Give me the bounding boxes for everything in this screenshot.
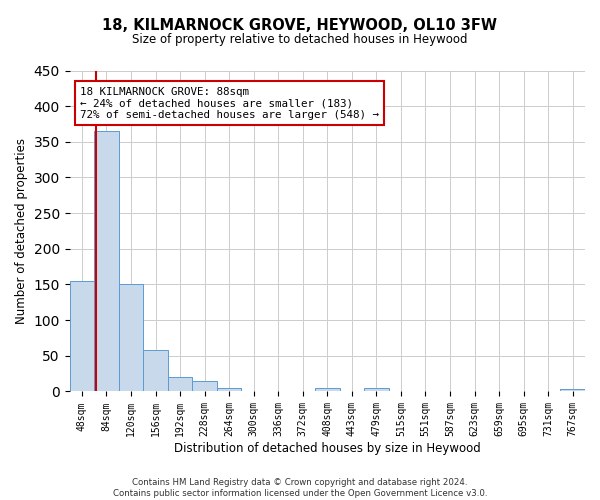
Text: 18 KILMARNOCK GROVE: 88sqm
← 24% of detached houses are smaller (183)
72% of sem: 18 KILMARNOCK GROVE: 88sqm ← 24% of deta… [80,86,379,120]
Text: Size of property relative to detached houses in Heywood: Size of property relative to detached ho… [132,32,468,46]
Bar [315,388,340,392]
Text: Contains HM Land Registry data © Crown copyright and database right 2024.
Contai: Contains HM Land Registry data © Crown c… [113,478,487,498]
Bar [193,381,217,392]
Bar [364,388,389,392]
Bar [217,388,241,392]
X-axis label: Distribution of detached houses by size in Heywood: Distribution of detached houses by size … [174,442,481,455]
Text: 18, KILMARNOCK GROVE, HEYWOOD, OL10 3FW: 18, KILMARNOCK GROVE, HEYWOOD, OL10 3FW [103,18,497,32]
Bar [168,377,193,392]
Bar [94,131,119,392]
Bar [119,284,143,392]
Bar [560,390,585,392]
Bar [70,281,94,392]
Bar [143,350,168,392]
Y-axis label: Number of detached properties: Number of detached properties [15,138,28,324]
